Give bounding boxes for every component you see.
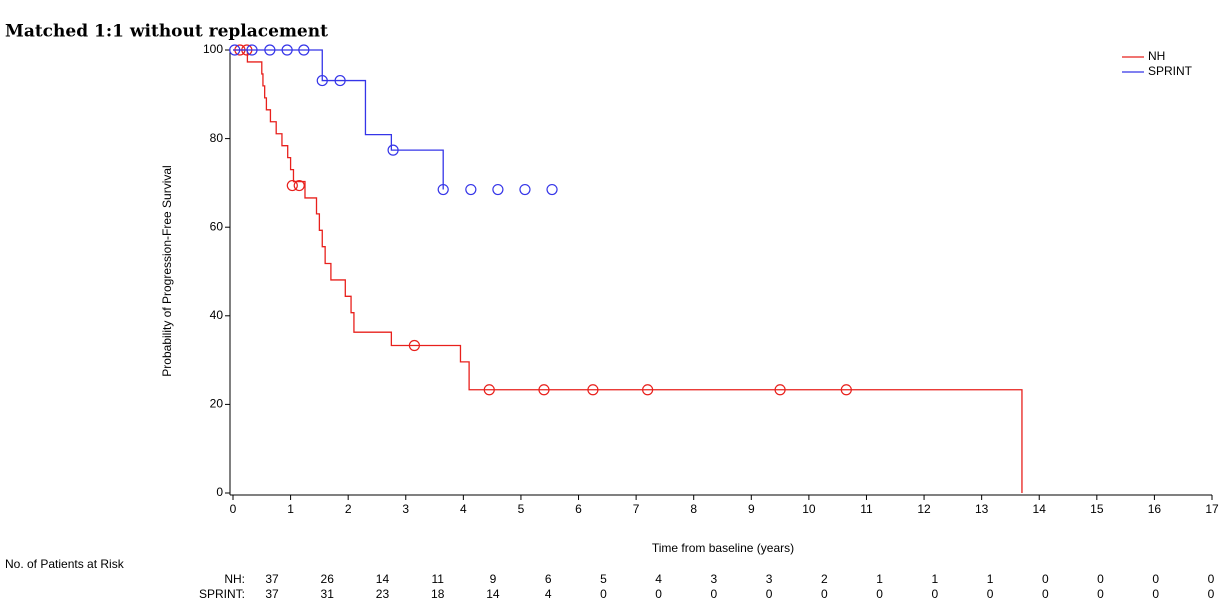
censor-mark xyxy=(587,384,599,396)
risk-count: 1 xyxy=(987,572,994,586)
risk-table-title: No. of Patients at Risk xyxy=(5,557,125,571)
censor-mark xyxy=(387,144,399,156)
x-tick-label: 6 xyxy=(575,502,582,516)
x-tick-label: 7 xyxy=(633,502,640,516)
censor-mark xyxy=(286,179,298,192)
survival-curve xyxy=(233,49,1023,493)
x-tick-label: 13 xyxy=(975,502,989,516)
risk-count: 0 xyxy=(1208,572,1215,586)
survival-curve xyxy=(233,49,444,190)
risk-count: 2 xyxy=(821,572,828,586)
censor-mark xyxy=(483,384,495,396)
risk-count: 6 xyxy=(545,572,552,586)
risk-count: 23 xyxy=(376,587,390,601)
x-tick-label: 2 xyxy=(345,502,352,516)
risk-count: 0 xyxy=(1042,587,1049,601)
x-tick-label: 11 xyxy=(860,502,873,516)
legend-label: NH xyxy=(1148,49,1165,63)
risk-count: 11 xyxy=(431,572,444,586)
censor-mark xyxy=(246,44,258,56)
chart-title: Matched 1:1 without replacement xyxy=(5,22,328,42)
x-tick-label: 15 xyxy=(1090,502,1104,516)
risk-count: 0 xyxy=(987,587,994,601)
x-tick-label: 17 xyxy=(1205,502,1219,516)
censor-mark xyxy=(492,183,504,196)
censor-mark xyxy=(642,384,654,396)
risk-count: 14 xyxy=(486,587,500,601)
risk-row-label: NH: xyxy=(224,572,245,586)
risk-count: 37 xyxy=(265,587,279,601)
censor-mark xyxy=(519,183,531,196)
censor-mark xyxy=(334,74,346,87)
risk-count: 0 xyxy=(655,587,662,601)
risk-row-label: SPRINT: xyxy=(199,587,245,601)
risk-count: 9 xyxy=(490,572,497,586)
risk-count: 0 xyxy=(1152,572,1159,586)
y-tick-label: 20 xyxy=(210,397,224,411)
risk-count: 0 xyxy=(1208,587,1215,601)
censor-mark xyxy=(293,179,305,192)
risk-count: 0 xyxy=(821,587,828,601)
x-tick-label: 12 xyxy=(917,502,931,516)
x-tick-label: 3 xyxy=(402,502,409,516)
risk-count: 1 xyxy=(931,572,938,586)
risk-count: 0 xyxy=(711,587,718,601)
risk-count: 5 xyxy=(600,572,607,586)
risk-count: 14 xyxy=(376,572,390,586)
risk-count: 4 xyxy=(545,587,552,601)
x-tick-label: 0 xyxy=(230,502,237,516)
risk-count: 0 xyxy=(1152,587,1159,601)
y-axis-label: Probability of Progression-Free Survival xyxy=(160,165,174,376)
risk-count: 37 xyxy=(265,572,279,586)
censor-mark xyxy=(316,74,328,87)
risk-count: 0 xyxy=(876,587,883,601)
risk-count: 0 xyxy=(600,587,607,601)
x-axis-label: Time from baseline (years) xyxy=(652,541,794,555)
censor-mark xyxy=(538,384,550,396)
x-tick-label: 9 xyxy=(748,502,755,516)
legend-label: SPRINT xyxy=(1148,64,1193,78)
risk-count: 0 xyxy=(1097,572,1104,586)
risk-count: 1 xyxy=(876,572,883,586)
risk-count: 3 xyxy=(766,572,773,586)
censor-mark xyxy=(229,44,241,56)
y-tick-label: 0 xyxy=(216,485,223,499)
x-tick-label: 4 xyxy=(460,502,467,516)
x-tick-label: 5 xyxy=(518,502,525,516)
x-tick-label: 16 xyxy=(1148,502,1162,516)
y-tick-label: 100 xyxy=(203,42,223,56)
censor-mark xyxy=(298,44,310,56)
x-tick-label: 1 xyxy=(287,502,294,516)
y-tick-label: 60 xyxy=(210,219,224,233)
risk-count: 4 xyxy=(655,572,662,586)
y-tick-label: 40 xyxy=(210,308,224,322)
risk-count: 31 xyxy=(321,587,335,601)
censor-mark xyxy=(408,339,421,352)
risk-count: 0 xyxy=(766,587,773,601)
censor-mark xyxy=(840,384,852,396)
risk-count: 26 xyxy=(321,572,335,586)
censor-mark xyxy=(774,384,786,396)
censor-mark xyxy=(281,44,293,56)
x-tick-label: 8 xyxy=(690,502,697,516)
censor-mark xyxy=(264,44,276,56)
y-tick-label: 80 xyxy=(210,131,224,145)
censor-mark xyxy=(465,183,477,196)
risk-count: 0 xyxy=(1042,572,1049,586)
risk-count: 0 xyxy=(931,587,938,601)
risk-count: 0 xyxy=(1097,587,1104,601)
censor-mark xyxy=(546,183,558,196)
censor-mark xyxy=(437,183,449,196)
risk-count: 3 xyxy=(711,572,718,586)
x-tick-label: 14 xyxy=(1033,502,1047,516)
x-tick-label: 10 xyxy=(802,502,816,516)
risk-count: 18 xyxy=(431,587,445,601)
